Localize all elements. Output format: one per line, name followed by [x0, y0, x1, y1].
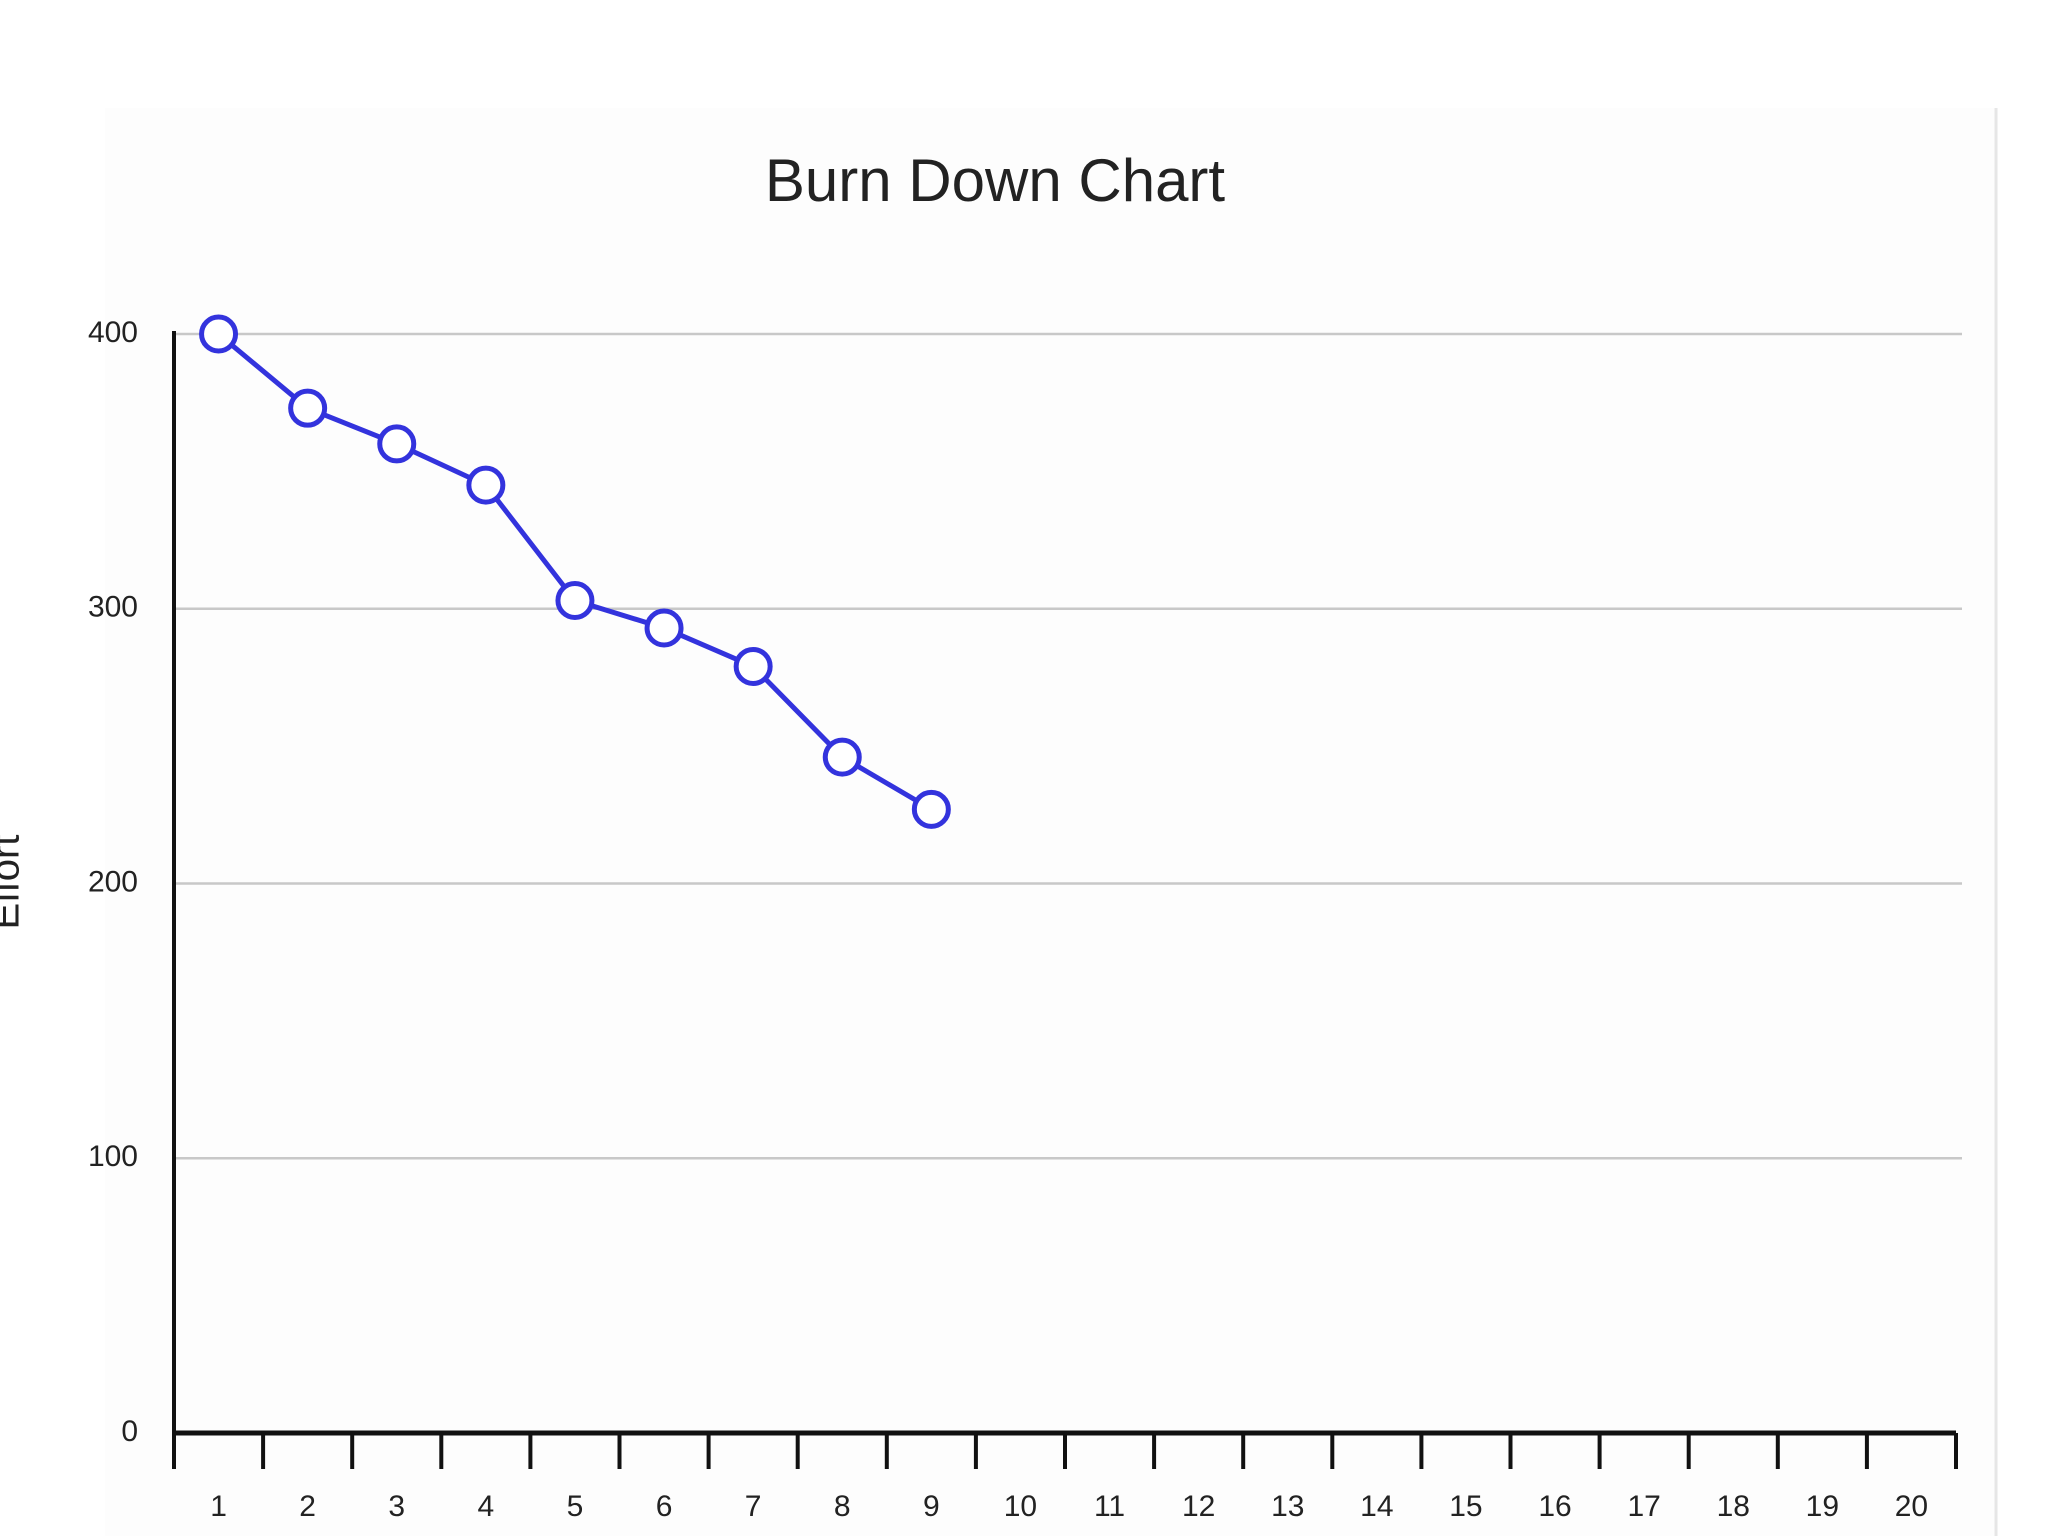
y-tick-label: 200: [88, 865, 138, 898]
data-point: [199, 314, 239, 354]
x-tick-label: 4: [478, 1490, 495, 1523]
data-point: [644, 608, 684, 648]
data-point: [377, 424, 417, 464]
x-tick-label: 16: [1538, 1490, 1571, 1523]
y-axis-label: Effort: [0, 835, 28, 930]
x-tick-label: 5: [567, 1490, 584, 1523]
data-point: [733, 646, 773, 686]
chart-title: Burn Down Chart: [765, 147, 1226, 214]
x-tick-label: 12: [1182, 1490, 1215, 1523]
y-tick-label: 300: [88, 591, 138, 624]
x-tick-label: 9: [923, 1490, 940, 1523]
x-tick-label: 11: [1094, 1490, 1125, 1523]
x-tick-label: 3: [388, 1490, 405, 1523]
data-point: [822, 737, 862, 777]
x-tick-label: 15: [1449, 1490, 1482, 1523]
x-tick-label: 17: [1627, 1490, 1660, 1523]
plot-background: [105, 108, 1995, 1536]
y-tick-label: 400: [88, 316, 138, 349]
x-tick-label: 6: [656, 1490, 673, 1523]
data-point: [911, 789, 951, 829]
x-tick-label: 10: [1004, 1490, 1037, 1523]
x-tick-label: 8: [834, 1490, 851, 1523]
x-tick-label: 19: [1806, 1490, 1839, 1523]
x-tick-label: 1: [210, 1490, 227, 1523]
data-point: [555, 581, 595, 621]
x-tick-label: 2: [299, 1490, 316, 1523]
y-tick-label: 0: [121, 1415, 138, 1448]
x-tick-label: 18: [1717, 1490, 1750, 1523]
x-tick-label: 7: [745, 1490, 762, 1523]
x-tick-label: 13: [1271, 1490, 1304, 1523]
x-tick-label: 20: [1895, 1490, 1928, 1523]
data-point: [466, 465, 506, 505]
y-tick-label: 100: [88, 1140, 138, 1173]
x-tick-label: 14: [1360, 1490, 1393, 1523]
data-point: [288, 388, 328, 428]
